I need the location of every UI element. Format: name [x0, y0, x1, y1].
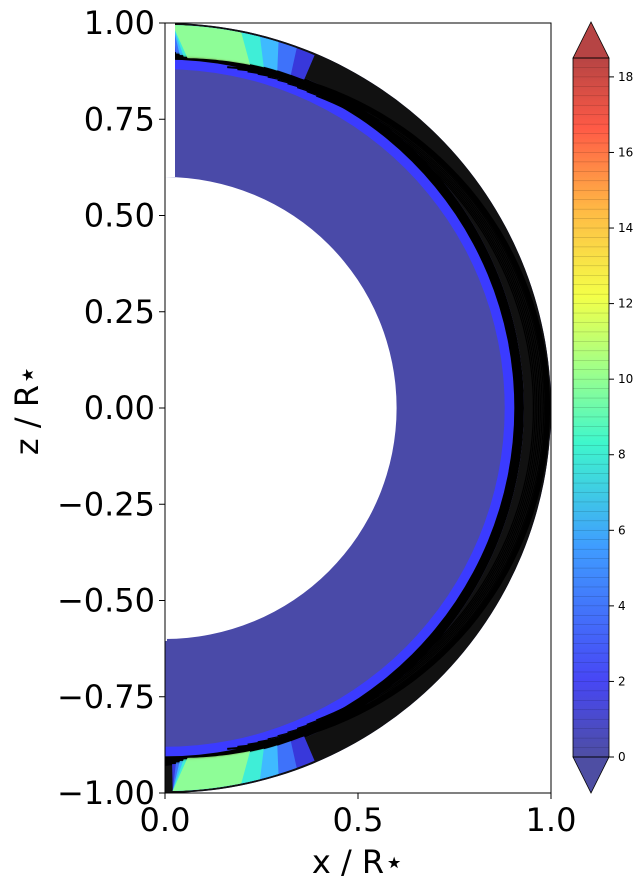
colorbar-frame [572, 57, 610, 758]
y-tick-label: 0.00 [84, 389, 155, 427]
y-tick-label: 0.75 [84, 100, 155, 138]
x-tick-label: 0.5 [333, 801, 384, 839]
x-axis-label: x / R⋆ [312, 843, 404, 881]
y-axis-label: z / R⋆ [8, 365, 46, 455]
colorbar-tick-label: 4 [618, 599, 626, 613]
y-tick-label: −1.00 [57, 774, 155, 812]
colorbar: 0 2 4 6 8 10 12 14 16 18 [572, 21, 633, 794]
y-tick-label: 0.50 [84, 197, 155, 235]
x-tick-label: 1.0 [526, 801, 577, 839]
colorbar-tick-label: 16 [618, 145, 633, 159]
field-line [296, 86, 538, 730]
contour-field [165, 23, 551, 793]
field-line [267, 76, 543, 740]
field-line [306, 91, 536, 725]
field-lines [227, 66, 551, 750]
axis-gap-top [165, 23, 175, 177]
field-line [287, 83, 540, 733]
colorbar-extend-min [572, 756, 610, 794]
colorbar-ticks: 0 2 4 6 8 10 12 14 16 18 [609, 70, 633, 764]
colorbar-body [573, 58, 609, 757]
y-tick-label: −0.25 [57, 485, 155, 523]
colorbar-tick-label: 2 [618, 674, 626, 688]
colorbar-tick-label: 0 [618, 750, 626, 764]
north-pole-cap [172, 25, 315, 80]
x-axis: 0.0 0.5 1.0 [140, 793, 577, 839]
colorbar-tick-label: 8 [618, 448, 626, 462]
field-line [237, 68, 549, 748]
y-tick-label: −0.50 [57, 582, 155, 620]
colorbar-level-lines [573, 57, 609, 758]
field-line [247, 70, 547, 746]
pole-cap-contour [172, 25, 251, 65]
plot-area [165, 23, 551, 793]
y-tick-label: 0.25 [84, 293, 155, 331]
y-axis: 1.00 0.75 0.50 0.25 0.00 −0.25 −0.50 −0.75 −1.00 [57, 4, 165, 812]
colorbar-tick-label: 18 [618, 70, 633, 84]
south-pole-cap [172, 736, 315, 791]
pole-cap-contour [172, 751, 251, 791]
y-tick-label: −0.75 [57, 678, 155, 716]
colorbar-tick-label: 14 [618, 221, 633, 235]
colorbar-tick-label: 6 [618, 523, 626, 537]
colorbar-tick-label: 10 [618, 372, 633, 386]
colorbar-tick-label: 12 [618, 297, 633, 311]
base-fill [165, 23, 551, 793]
axis-gap-bottom [165, 639, 167, 641]
x-tick-label: 0.0 [140, 801, 191, 839]
colorbar-extend-max [572, 21, 610, 59]
field-line [277, 79, 542, 737]
field-line [257, 73, 545, 743]
field-line [315, 95, 535, 721]
field-line [227, 66, 551, 750]
y-tick-label: 1.00 [84, 4, 155, 42]
